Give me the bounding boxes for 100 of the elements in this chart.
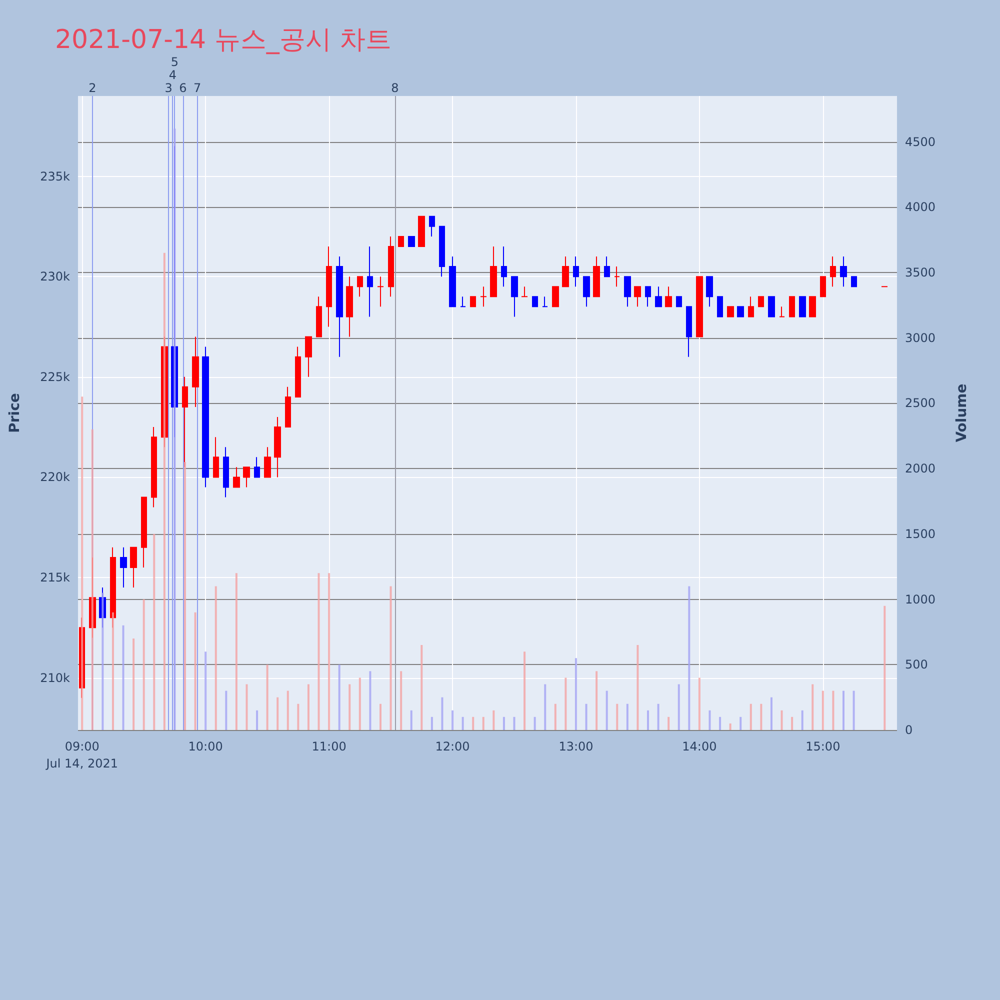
bar bbox=[719, 716, 722, 730]
candlestick bbox=[233, 466, 240, 488]
candlestick bbox=[243, 466, 250, 488]
candlestick bbox=[501, 246, 507, 288]
y2-tick-label: 1000 bbox=[905, 592, 936, 606]
y2-tick-label: 2000 bbox=[905, 462, 936, 476]
bar bbox=[812, 684, 814, 730]
bar bbox=[142, 599, 145, 730]
ref-line-label: 8 bbox=[391, 81, 399, 95]
bar bbox=[668, 716, 670, 730]
bar bbox=[307, 684, 310, 730]
bar bbox=[441, 697, 444, 730]
bar bbox=[482, 716, 484, 730]
candlestick bbox=[511, 276, 518, 318]
candlestick bbox=[614, 266, 620, 288]
bar bbox=[534, 716, 536, 730]
bar bbox=[647, 710, 650, 730]
bar bbox=[544, 684, 546, 730]
bar bbox=[184, 462, 186, 730]
candlestick bbox=[809, 296, 816, 318]
bar bbox=[194, 612, 196, 730]
y2-tick-label: 1500 bbox=[905, 526, 936, 541]
candlestick bbox=[706, 276, 713, 308]
bar bbox=[318, 573, 320, 730]
candlestick bbox=[418, 216, 425, 247]
candlestick bbox=[429, 216, 435, 237]
bar bbox=[358, 678, 361, 730]
bar bbox=[770, 697, 772, 730]
bar bbox=[616, 704, 618, 730]
candlestick bbox=[840, 256, 847, 288]
bar bbox=[688, 586, 690, 730]
bar bbox=[606, 690, 608, 730]
bar bbox=[780, 710, 783, 730]
candlestick bbox=[490, 246, 497, 298]
candlestick bbox=[336, 256, 343, 358]
bar bbox=[430, 716, 433, 730]
candlestick bbox=[686, 306, 692, 358]
bar bbox=[596, 671, 598, 730]
candlestick bbox=[285, 386, 291, 428]
x-tick-label: 13:00 bbox=[558, 740, 594, 754]
candlestick bbox=[295, 346, 301, 398]
candlestick bbox=[377, 276, 384, 308]
y-tick-label: 225k bbox=[40, 370, 70, 384]
bar bbox=[564, 678, 567, 730]
bar bbox=[338, 664, 340, 730]
candlestick bbox=[645, 286, 651, 308]
y2-tick-label: 0 bbox=[905, 723, 913, 737]
bar bbox=[452, 710, 454, 730]
candlestick bbox=[346, 276, 353, 338]
y-tick-label: 235k bbox=[40, 169, 70, 184]
y-tick-label: 215k bbox=[40, 570, 70, 585]
candlestick bbox=[676, 296, 682, 308]
bar bbox=[729, 723, 732, 730]
candlestick bbox=[151, 426, 157, 508]
bar bbox=[297, 704, 300, 730]
bar bbox=[390, 586, 392, 730]
candlestick bbox=[213, 436, 219, 478]
candlestick bbox=[562, 256, 569, 288]
ref-line-label: 2 bbox=[88, 81, 96, 95]
candlestick bbox=[583, 276, 590, 308]
y-tick-label: 220k bbox=[40, 470, 70, 484]
candlestick bbox=[264, 446, 271, 478]
candlestick bbox=[521, 286, 528, 298]
candlestick bbox=[223, 446, 229, 498]
candlestick bbox=[254, 456, 260, 478]
bar bbox=[246, 684, 248, 730]
bar bbox=[256, 710, 258, 730]
bar bbox=[214, 586, 217, 730]
candlestick bbox=[192, 336, 199, 408]
y2-tick-label: 500 bbox=[905, 658, 928, 672]
bar bbox=[740, 716, 742, 730]
x-tick-label: 11:00 bbox=[312, 740, 346, 754]
bar bbox=[852, 690, 855, 730]
candlestick bbox=[439, 226, 445, 278]
candlestick bbox=[768, 296, 775, 318]
candlestick bbox=[737, 306, 744, 318]
candlestick bbox=[851, 276, 857, 288]
bar bbox=[678, 684, 680, 730]
bar bbox=[832, 690, 834, 730]
bar bbox=[750, 704, 752, 730]
candlestick bbox=[789, 296, 795, 318]
bar bbox=[502, 716, 505, 730]
bar bbox=[708, 710, 711, 730]
bar bbox=[132, 638, 135, 730]
candlestick bbox=[141, 496, 147, 568]
y-axis-title: Price bbox=[7, 393, 23, 433]
ref-line-label: 4 bbox=[168, 68, 176, 82]
candlestick bbox=[799, 296, 806, 318]
candlestick bbox=[758, 296, 764, 308]
y-tick-label: 210k bbox=[40, 670, 70, 685]
candlestick bbox=[130, 546, 137, 588]
bar bbox=[636, 645, 639, 730]
candlestick bbox=[830, 256, 836, 288]
bar bbox=[235, 573, 238, 730]
bar bbox=[225, 690, 228, 730]
candlestick bbox=[202, 346, 209, 488]
candlestick bbox=[460, 296, 466, 308]
candlestick bbox=[820, 276, 826, 298]
bar bbox=[369, 671, 372, 730]
x-tick-label: 15:00 bbox=[806, 740, 840, 754]
